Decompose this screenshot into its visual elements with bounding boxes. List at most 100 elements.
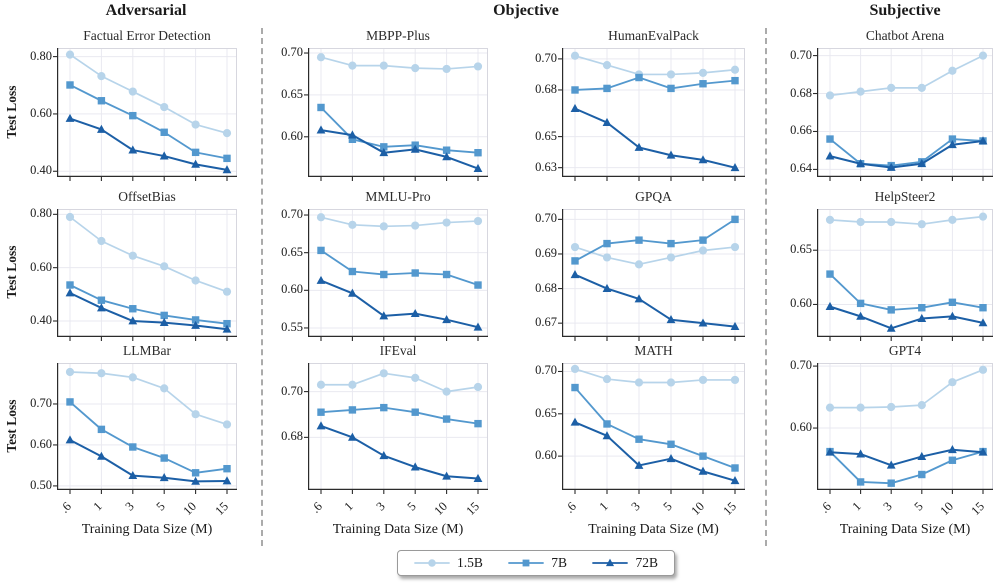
plot-area-gpqa <box>558 209 745 341</box>
axes-spines <box>813 209 993 341</box>
x-tick-label: 5 <box>153 499 168 514</box>
x-tick-label: .6 <box>562 499 579 516</box>
x-axis-label: Training Data Size (M) <box>588 522 719 537</box>
y-tick-label: 0.60 <box>535 448 557 463</box>
group-header-adversarial: Adversarial <box>105 2 187 19</box>
plot-area-chatbot-arena <box>813 48 993 181</box>
series-1_5B <box>570 364 740 387</box>
series-7B <box>571 215 739 265</box>
series-7B <box>317 103 482 157</box>
series-72B <box>65 113 232 174</box>
series-72B <box>65 435 232 485</box>
x-tick-label: 15 <box>967 499 987 518</box>
series-72B <box>825 136 988 171</box>
chart-mmlu-pro: MMLU-Pro 0.55 0.60 0.65 0.70 <box>263 189 490 347</box>
plot-area-ifeval <box>304 363 488 494</box>
chart-factual-error-detection: Factual Error Detection 0.40 0.60 0.80 <box>12 28 239 187</box>
plot-area-mbpp-plus <box>304 48 488 181</box>
y-tick-label: 0.67 <box>535 315 557 330</box>
axes-spines <box>813 48 993 181</box>
y-tick-label: 0.70 <box>281 45 303 60</box>
y-tick-label: 0.60 <box>30 105 52 120</box>
x-tick-label: 5 <box>911 499 926 514</box>
legend-label: 7B <box>551 555 568 570</box>
axes-spines <box>558 48 745 181</box>
x-tick-label: 3 <box>122 499 137 514</box>
y-tick-label: 0.65 <box>535 128 557 143</box>
series-72B <box>316 125 483 173</box>
axes-spines <box>558 363 745 494</box>
plot-area-offsetbias <box>53 209 237 341</box>
series-7B <box>826 135 987 170</box>
x-axis-label: Training Data Size (M) <box>81 522 213 537</box>
axes-spines <box>304 363 488 494</box>
legend-item-7B: 7B <box>508 555 567 571</box>
series-72B <box>316 421 483 482</box>
chart-title: Factual Error Detection <box>83 28 211 43</box>
chart-title: HelpSteer2 <box>874 189 936 204</box>
plot-area-helpsteer2 <box>813 209 993 341</box>
series-1_5B <box>316 53 483 74</box>
y-tick-label: 0.70 <box>535 363 557 378</box>
y-tick-label: 0.60 <box>30 259 52 274</box>
chart-gpt4: GPT4 0.60 0.70 .6 1 3 5 10 15 Training Data Size … <box>772 343 995 548</box>
series-72B <box>570 103 740 172</box>
x-tick-label: 1 <box>341 499 357 514</box>
plot-area-gpt4 <box>813 363 993 494</box>
x-tick-label: 1 <box>849 499 865 514</box>
y-tick-label: 0.68 <box>281 429 303 444</box>
series-72B <box>316 275 483 331</box>
y-tick-label: 0.70 <box>281 207 303 222</box>
chart-gpqa: GPQA 0.67 0.68 0.69 0.70 <box>517 189 747 347</box>
legend-item-72B: 72B <box>592 555 658 571</box>
y-tick-label: 0.55 <box>281 319 303 334</box>
x-tick-label: 5 <box>404 499 419 514</box>
series-1_5B <box>825 212 988 229</box>
series-1_5B <box>570 242 740 269</box>
axes-spines <box>304 209 488 341</box>
chart-title: GPQA <box>635 189 672 204</box>
chart-title: GPT4 <box>888 343 922 358</box>
x-tick-label: 3 <box>628 499 643 514</box>
axes-spines <box>558 209 745 341</box>
series-7B <box>66 281 231 328</box>
x-tick-label: 1 <box>596 499 611 514</box>
chart-offsetbias: OffsetBias 0.40 0.60 0.80 <box>12 189 239 347</box>
group-header-subjective: Subjective <box>869 2 941 19</box>
y-tick-label: 0.40 <box>30 163 52 178</box>
x-axis-label: Training Data Size (M) <box>332 522 464 537</box>
y-tick-label: 0.69 <box>535 245 557 260</box>
chart-title: MBPP-Plus <box>366 28 430 43</box>
x-tick-label: 10 <box>937 499 957 518</box>
series-7B <box>66 81 231 163</box>
series-1_5B <box>65 367 232 429</box>
chart-title: IFEval <box>379 343 417 358</box>
y-tick-label: 0.63 <box>535 159 557 174</box>
series-7B <box>317 403 482 428</box>
series-72B <box>570 270 740 331</box>
gridlines <box>817 209 993 337</box>
y-tick-label: 0.65 <box>281 86 303 101</box>
x-tick-label: 5 <box>660 499 675 514</box>
x-tick-label: 15 <box>211 499 231 518</box>
plot-area-factual-error-detection <box>53 48 237 181</box>
y-tick-label: 0.50 <box>30 477 52 492</box>
y-tick-label: 0.80 <box>30 48 52 63</box>
x-tick-label: 10 <box>431 499 451 518</box>
y-tick-label: 0.70 <box>30 395 52 410</box>
gridlines <box>57 48 237 177</box>
series-1_5B <box>825 51 988 100</box>
chart-title: LLMBar <box>123 343 171 358</box>
x-tick-label: .6 <box>817 499 834 516</box>
x-tick-label: .6 <box>57 499 74 516</box>
series-7B <box>317 246 482 289</box>
y-axis-label: Test Loss <box>4 398 19 453</box>
legend-label: 72B <box>635 555 658 570</box>
chart-ifeval: IFEval 0.68 0.70 .6 1 3 5 10 15 Training Data Siz… <box>263 343 490 548</box>
y-tick-label: 0.68 <box>535 81 557 96</box>
plot-area-humanevalpack <box>558 48 745 181</box>
y-tick-label: 0.68 <box>790 85 812 100</box>
series-72B <box>825 445 988 469</box>
series-1_5B <box>65 50 232 138</box>
